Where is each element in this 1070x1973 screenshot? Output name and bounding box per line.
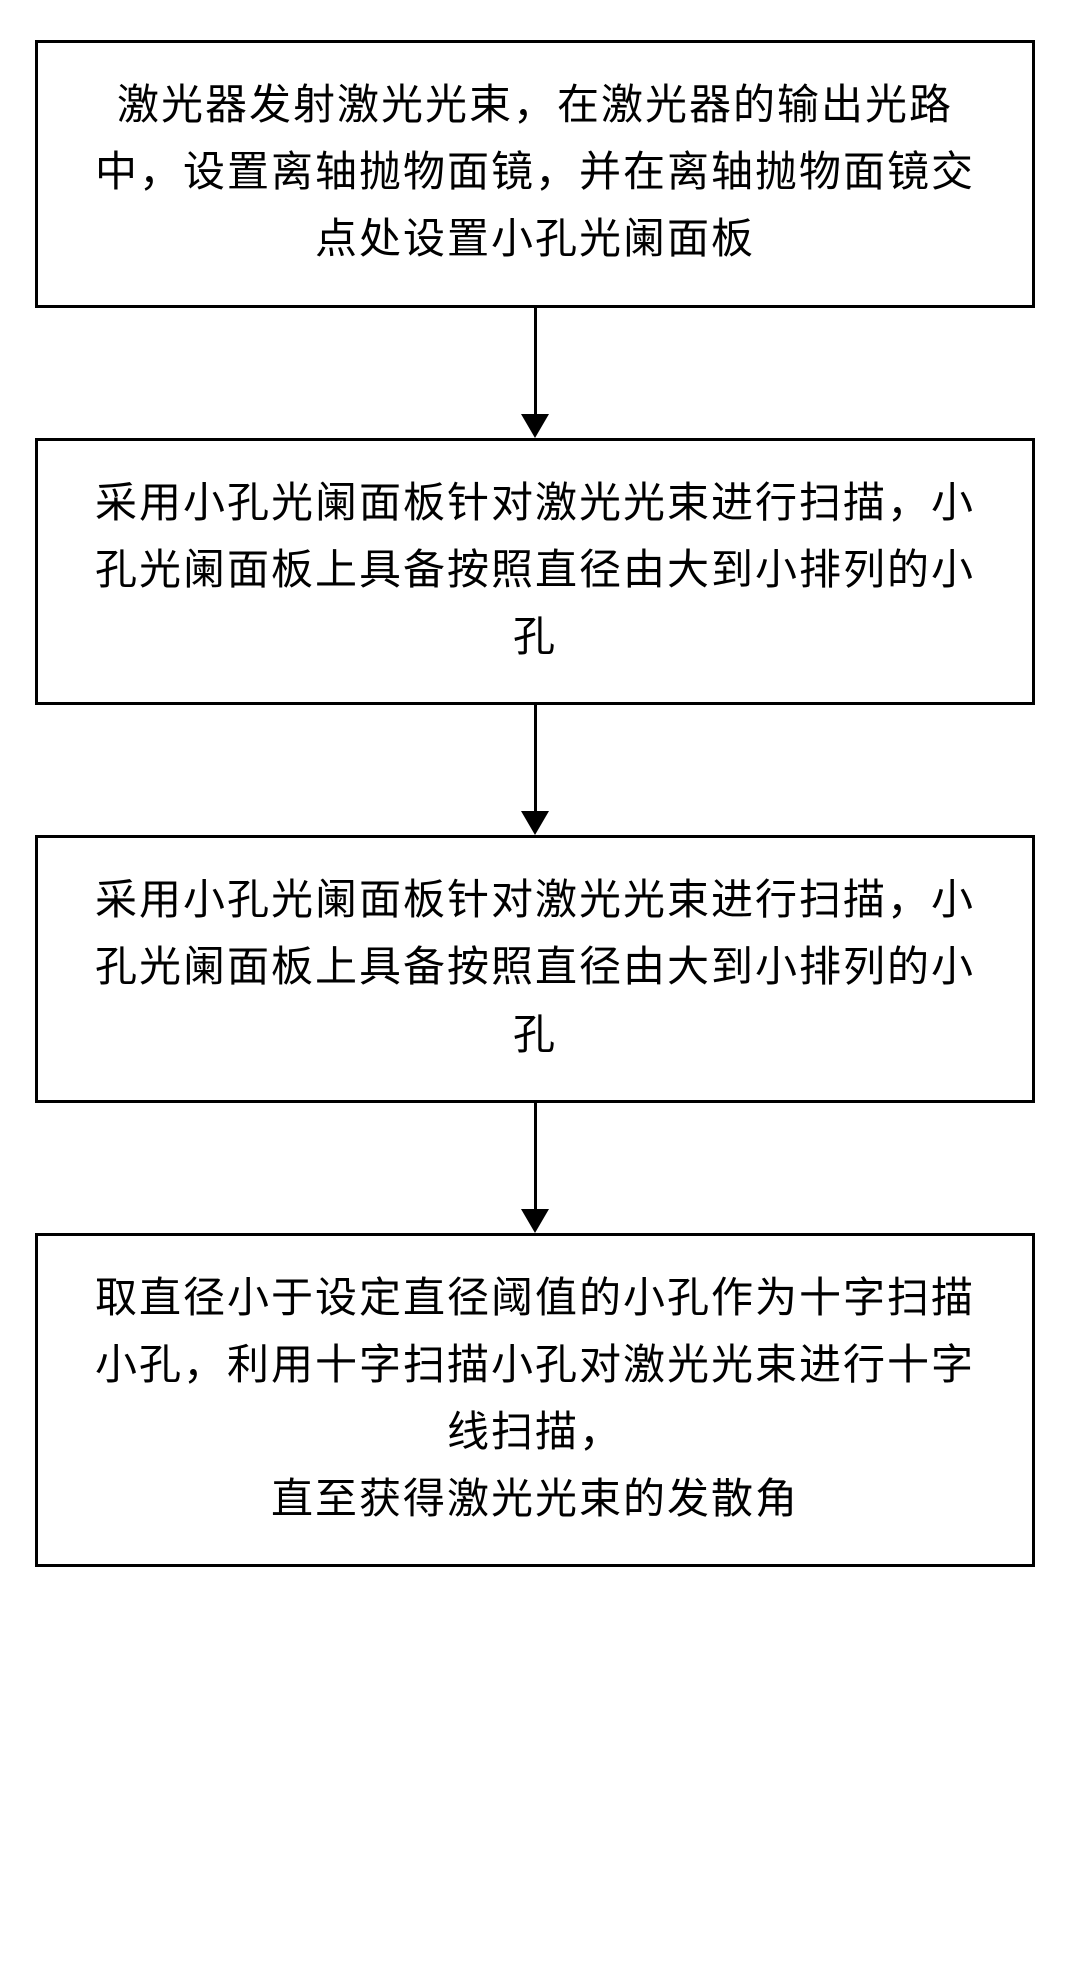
flowchart-arrow-3: [521, 1103, 549, 1233]
flowchart-step-3: 采用小孔光阑面板针对激光光束进行扫描，小孔光阑面板上具备按照直径由大到小排列的小…: [35, 835, 1035, 1103]
flowchart-arrow-2: [521, 705, 549, 835]
flowchart-step-3-text: 采用小孔光阑面板针对激光光束进行扫描，小孔光阑面板上具备按照直径由大到小排列的小…: [78, 868, 992, 1070]
flowchart-step-4-text: 取直径小于设定直径阈值的小孔作为十字扫描小孔，利用十字扫描小孔对激光光束进行十字…: [78, 1266, 992, 1535]
flowchart-step-4: 取直径小于设定直径阈值的小孔作为十字扫描小孔，利用十字扫描小孔对激光光束进行十字…: [35, 1233, 1035, 1568]
flowchart-step-1: 激光器发射激光光束，在激光器的输出光路中，设置离轴抛物面镜，并在离轴抛物面镜交点…: [35, 40, 1035, 308]
flowchart-arrow-1: [521, 308, 549, 438]
arrow-line-icon: [534, 705, 537, 811]
flowchart-step-1-text: 激光器发射激光光束，在激光器的输出光路中，设置离轴抛物面镜，并在离轴抛物面镜交点…: [78, 73, 992, 275]
arrow-line-icon: [534, 308, 537, 414]
flowchart-step-2: 采用小孔光阑面板针对激光光束进行扫描，小孔光阑面板上具备按照直径由大到小排列的小…: [35, 438, 1035, 706]
arrow-head-icon: [521, 1209, 549, 1233]
arrow-head-icon: [521, 811, 549, 835]
flowchart-container: 激光器发射激光光束，在激光器的输出光路中，设置离轴抛物面镜，并在离轴抛物面镜交点…: [35, 40, 1035, 1567]
flowchart-step-2-text: 采用小孔光阑面板针对激光光束进行扫描，小孔光阑面板上具备按照直径由大到小排列的小…: [78, 471, 992, 673]
arrow-line-icon: [534, 1103, 537, 1209]
arrow-head-icon: [521, 414, 549, 438]
